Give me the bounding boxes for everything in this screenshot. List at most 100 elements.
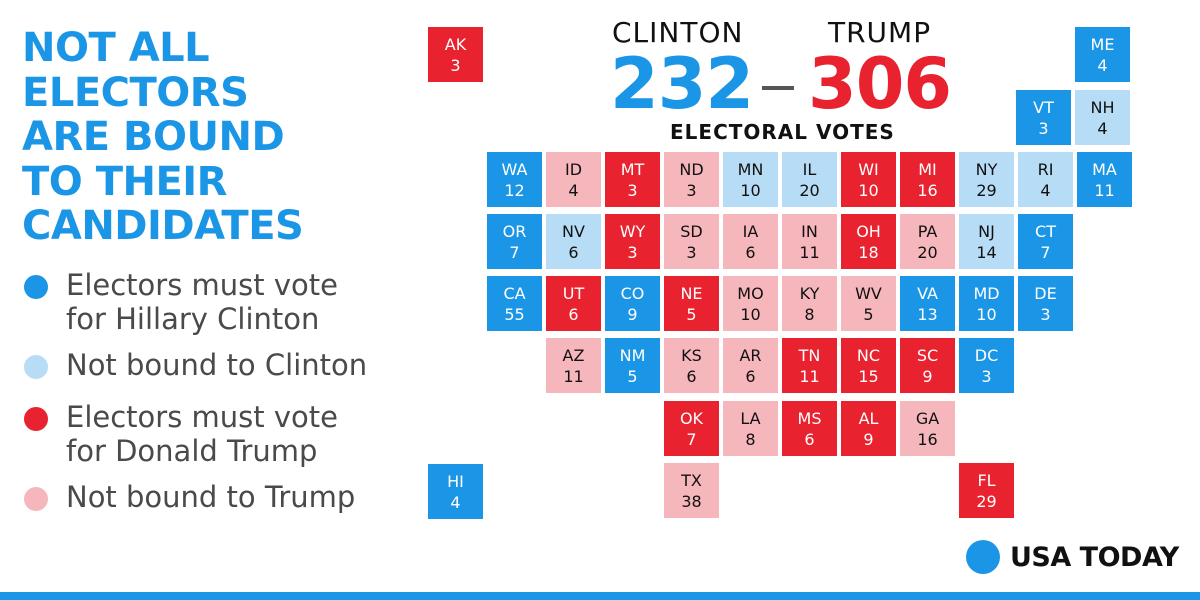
score-divider [762,86,794,90]
state-tile-ca: CA 55 [487,276,542,331]
state-tile-la: LA 8 [723,401,778,456]
state-abbr: NY [975,159,998,179]
state-votes: 10 [976,304,997,324]
clinton-name: CLINTON [612,16,744,49]
headline-line: NOT ALL [22,25,210,71]
state-abbr: NH [1090,97,1115,117]
state-votes: 15 [858,366,879,386]
state-tile-dc: DC 3 [959,338,1014,393]
state-abbr: VA [917,283,938,303]
state-abbr: ND [679,159,704,179]
state-votes: 6 [745,242,756,262]
state-abbr: MS [797,408,822,428]
state-tile-oh: OH 18 [841,214,896,269]
state-votes: 11 [563,366,584,386]
legend-item-trump-bound: Electors must vote for Donald Trump [24,400,338,468]
state-tile-mi: MI 16 [900,152,955,207]
state-votes: 6 [568,304,579,324]
state-abbr: ID [564,159,583,179]
state-votes: 4 [1040,180,1051,200]
trump-electoral-votes: 306 [808,43,952,125]
state-votes: 16 [917,429,938,449]
state-abbr: IL [802,159,817,179]
state-tile-nm: NM 5 [605,338,660,393]
state-votes: 10 [858,180,879,200]
state-votes: 20 [799,180,820,200]
state-tile-or: OR 7 [487,214,542,269]
state-tile-co: CO 9 [605,276,660,331]
state-abbr: FL [977,470,996,490]
state-abbr: MT [620,159,645,179]
state-tile-wa: WA 12 [487,152,542,207]
state-tile-ut: UT 6 [546,276,601,331]
state-abbr: AR [739,345,762,365]
state-votes: 3 [450,55,461,75]
legend-label: Not bound to Clinton [66,348,368,382]
state-tile-nv: NV 6 [546,214,601,269]
state-abbr: LA [740,408,761,428]
state-votes: 11 [1094,180,1115,200]
legend-item-clinton-bound: Electors must vote for Hillary Clinton [24,268,338,336]
state-tile-mo: MO 10 [723,276,778,331]
state-abbr: NM [619,345,646,365]
state-votes: 4 [568,180,579,200]
legend-dot-icon [24,487,48,511]
state-votes: 6 [568,242,579,262]
state-votes: 3 [627,242,638,262]
state-tile-ga: GA 16 [900,401,955,456]
headline-line: ELECTORS [22,69,249,116]
state-tile-ms: MS 6 [782,401,837,456]
state-votes: 29 [976,491,997,511]
state-votes: 4 [1097,118,1108,138]
state-abbr: UT [562,283,585,303]
state-abbr: NE [680,283,703,303]
logo-circle-icon [966,540,1000,574]
state-votes: 3 [686,180,697,200]
state-tile-az: AZ 11 [546,338,601,393]
state-tile-nd: ND 3 [664,152,719,207]
state-tile-ri: RI 4 [1018,152,1073,207]
state-abbr: CO [620,283,645,303]
state-abbr: NC [856,345,881,365]
state-votes: 7 [686,429,697,449]
state-tile-id: ID 4 [546,152,601,207]
state-votes: 9 [627,304,638,324]
state-tile-nc: NC 15 [841,338,896,393]
legend-dot-icon [24,407,48,431]
state-votes: 18 [858,242,879,262]
state-votes: 9 [922,366,933,386]
state-abbr: CA [503,283,526,303]
state-abbr: HI [447,471,464,491]
state-votes: 7 [509,242,520,262]
state-votes: 12 [504,180,525,200]
state-abbr: MD [973,283,1000,303]
state-tile-pa: PA 20 [900,214,955,269]
clinton-electoral-votes: 232 [610,43,754,125]
state-votes: 4 [450,492,461,512]
state-abbr: WV [855,283,882,303]
state-tile-ar: AR 6 [723,338,778,393]
state-abbr: TN [798,345,821,365]
state-abbr: CT [1035,221,1056,241]
state-tile-wv: WV 5 [841,276,896,331]
state-votes: 6 [686,366,697,386]
state-votes: 10 [740,180,761,200]
headline-line: ARE BOUND [22,114,285,160]
state-abbr: SC [916,345,939,365]
state-abbr: WY [619,221,646,241]
state-tile-in: IN 11 [782,214,837,269]
state-votes: 3 [686,242,697,262]
headline: NOT ALL ELECTORS ARE BOUND TO THEIR CAND… [22,25,304,249]
headline-line: TO THEIR [22,158,227,205]
state-tile-ne: NE 5 [664,276,719,331]
state-abbr: OR [502,221,527,241]
state-abbr: RI [1037,159,1054,179]
legend-label: Electors must vote for Donald Trump [66,400,338,468]
legend-item-trump-unbound: Not bound to Trump [24,480,355,514]
state-votes: 6 [804,429,815,449]
state-votes: 8 [804,304,815,324]
state-votes: 3 [627,180,638,200]
state-votes: 38 [681,491,702,511]
state-abbr: MI [918,159,937,179]
state-abbr: KY [799,283,820,303]
